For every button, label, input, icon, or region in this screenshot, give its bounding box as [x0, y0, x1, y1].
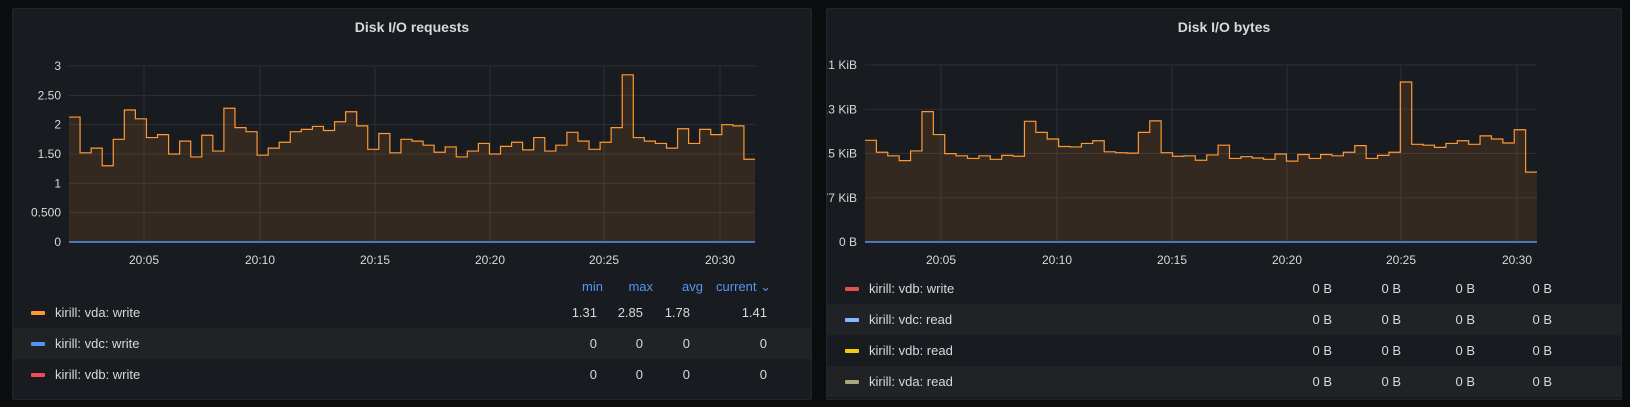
legend-header-current[interactable]: current ⌄ [716, 279, 771, 294]
panel-title[interactable]: Disk I/O bytes [1177, 19, 1271, 35]
legend-avg: 1.78 [664, 305, 690, 320]
y-tick-label: 39.1 KiB [827, 58, 857, 72]
legend-current: 0 B [1532, 281, 1552, 296]
legend-min: 0 B [1312, 281, 1332, 296]
legend-row[interactable]: kirill: vda: read 0 B 0 B 0 B 0 B [827, 366, 1621, 397]
legend-current: 0 [759, 336, 767, 351]
legend-min: 1.31 [571, 305, 597, 320]
legend-row[interactable]: kirill: vdb: write 0 0 0 0 [13, 359, 811, 390]
legend-max: 0 [635, 336, 643, 351]
panel-title[interactable]: Disk I/O requests [354, 19, 470, 35]
panel-disk-io-requests[interactable]: Disk I/O requests 0 0.500 1 1.50 2 2.50 3 20:05… [12, 8, 812, 400]
y-tick-label: 3 [54, 59, 61, 73]
legend-max: 0 B [1381, 281, 1401, 296]
series-name[interactable]: kirill: vdb: write [869, 281, 955, 296]
series-swatch [845, 380, 859, 384]
legend-row[interactable]: kirill: vdb: read 0 B 0 B 0 B 0 B [827, 335, 1621, 366]
series-swatch [31, 373, 45, 377]
y-tick-label: 0 B [839, 235, 857, 249]
legend-avg: 0 B [1455, 343, 1475, 358]
x-tick-label: 20:15 [360, 253, 390, 267]
legend-avg: 0 [682, 336, 690, 351]
x-tick-label: 20:05 [129, 253, 159, 267]
series-swatch [31, 342, 45, 346]
legend-min: 0 B [1312, 374, 1332, 389]
legend-min: 0 [589, 336, 597, 351]
chart-disk-io-bytes[interactable]: 0 B 9.77 KiB 19.5 KiB 29.3 KiB 39.1 KiB 20:05… [827, 49, 1622, 284]
legend-max: 0 B [1381, 343, 1401, 358]
legend-header: min max avg current ⌄ [13, 279, 811, 299]
y-tick-label: 9.77 KiB [827, 191, 857, 205]
legend-row[interactable]: kirill: vdc: write 0 0 0 0 [13, 328, 811, 359]
legend-avg: 0 [682, 367, 690, 382]
series-area-vda-write [865, 81, 1537, 242]
series-area-vda-write [69, 74, 755, 242]
series-swatch [845, 349, 859, 353]
y-tick-label: 2.50 [38, 88, 62, 102]
legend-current: 1.41 [741, 305, 767, 320]
legend-avg: 0 B [1455, 374, 1475, 389]
x-tick-label: 20:20 [1272, 253, 1302, 267]
series-name[interactable]: kirill: vdc: write [55, 336, 140, 351]
legend-max: 2.85 [617, 305, 643, 320]
x-tick-label: 20:30 [705, 253, 735, 267]
series-line-vda-write [69, 74, 755, 167]
series-name[interactable]: kirill: vdb: write [55, 367, 141, 382]
legend-header-avg[interactable]: avg [682, 279, 703, 294]
series-name[interactable]: kirill: vda: write [55, 305, 141, 320]
legend-current: 0 B [1532, 312, 1552, 327]
x-tick-label: 20:10 [245, 253, 275, 267]
legend-avg: 0 B [1455, 312, 1475, 327]
y-tick-label: 0.500 [31, 206, 61, 220]
series-name[interactable]: kirill: vdc: read [869, 312, 953, 327]
series-line-vda-write [865, 81, 1537, 173]
legend-avg: 0 B [1455, 281, 1475, 296]
y-tick-label: 1 [54, 176, 61, 190]
y-tick-label: 0 [54, 235, 61, 249]
series-swatch [31, 311, 45, 315]
legend-current: 0 [759, 367, 767, 382]
y-tick-label: 29.3 KiB [827, 102, 857, 116]
series-swatch [845, 318, 859, 322]
y-tick-label: 19.5 KiB [827, 147, 857, 161]
legend-row[interactable]: kirill: vda: write 1.31 2.85 1.78 1.41 [13, 297, 811, 328]
legend-header-max[interactable]: max [628, 279, 653, 294]
legend-max: 0 B [1381, 312, 1401, 327]
legend-current: 0 B [1532, 374, 1552, 389]
series-name[interactable]: kirill: vdb: read [869, 343, 953, 358]
legend-max: 0 [635, 367, 643, 382]
legend-max: 0 B [1381, 374, 1401, 389]
panel-disk-io-bytes[interactable]: Disk I/O bytes 0 B 9.77 KiB 19.5 KiB 29.3 K… [826, 8, 1622, 400]
legend-min: 0 B [1312, 312, 1332, 327]
y-tick-label: 1.50 [38, 147, 62, 161]
x-tick-label: 20:15 [1157, 253, 1187, 267]
legend-row[interactable]: kirill: vdb: write 0 B 0 B 0 B 0 B [827, 273, 1621, 304]
y-tick-label: 2 [54, 118, 61, 132]
x-tick-label: 20:25 [589, 253, 619, 267]
x-tick-label: 20:25 [1386, 253, 1416, 267]
x-tick-label: 20:20 [475, 253, 505, 267]
x-tick-label: 20:10 [1042, 253, 1072, 267]
legend-min: 0 [589, 367, 597, 382]
x-tick-label: 20:30 [1502, 253, 1532, 267]
chart-disk-io-requests[interactable]: 0 0.500 1 1.50 2 2.50 3 20:05 20:10 20:15 20:20 20:… [13, 49, 812, 284]
legend-min: 0 B [1312, 343, 1332, 358]
legend-row[interactable]: kirill: vdc: read 0 B 0 B 0 B 0 B [827, 304, 1621, 335]
series-swatch [845, 287, 859, 291]
series-name[interactable]: kirill: vda: read [869, 374, 953, 389]
legend-current: 0 B [1532, 343, 1552, 358]
legend-header-min[interactable]: min [582, 279, 603, 294]
x-tick-label: 20:05 [926, 253, 956, 267]
